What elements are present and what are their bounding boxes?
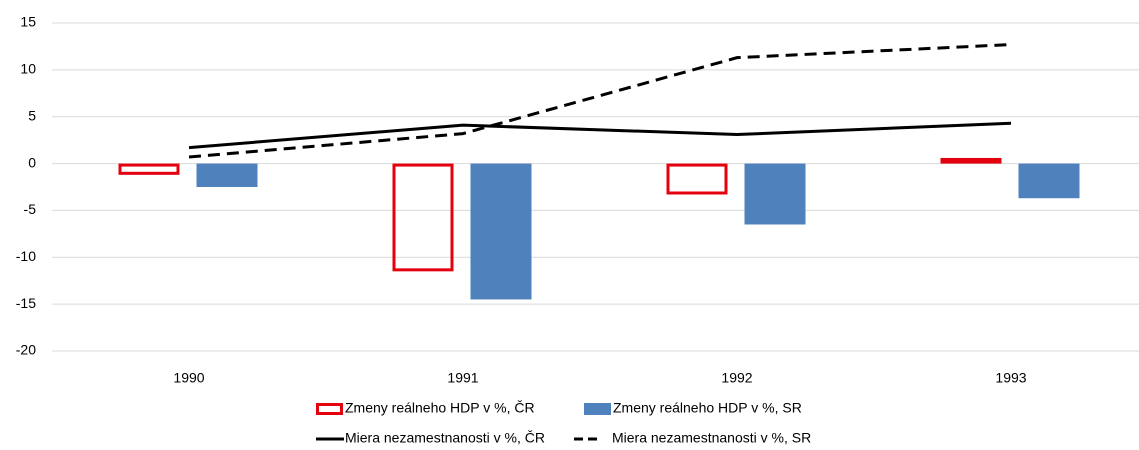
x-tick-label: 1992: [721, 370, 752, 386]
bar: [118, 163, 180, 175]
legend-swatch: [316, 403, 343, 415]
y-tick-label: -15: [16, 295, 36, 311]
bar: [196, 163, 258, 187]
x-tick-label: 1990: [173, 370, 204, 386]
y-tick-label: 15: [20, 14, 36, 30]
x-tick-label: 1993: [995, 370, 1026, 386]
bar: [666, 163, 728, 195]
legend-swatch: [584, 403, 611, 415]
y-tick-label: 10: [20, 61, 36, 77]
legend-label: Zmeny reálneho HDP v %, ČR: [345, 400, 535, 416]
bar: [744, 163, 806, 225]
y-tick-label: -10: [16, 248, 36, 264]
x-tick-label: 1991: [447, 370, 478, 386]
y-tick-label: 0: [28, 154, 36, 170]
y-tick-label: -20: [16, 342, 36, 358]
line: [188, 121, 1012, 150]
legend-label: Miera nezamestnanosti v %, ČR: [345, 430, 545, 446]
line: [188, 43, 1012, 159]
y-tick-label: -5: [24, 201, 37, 217]
bar: [1018, 163, 1080, 199]
legend-label: Miera nezamestnanosti v %, SR: [612, 430, 811, 446]
bar: [940, 157, 1002, 164]
bar: [392, 163, 454, 272]
y-tick-label: 5: [28, 107, 36, 123]
bar: [470, 163, 532, 300]
legend-label: Zmeny reálneho HDP v %, SR: [613, 400, 802, 416]
